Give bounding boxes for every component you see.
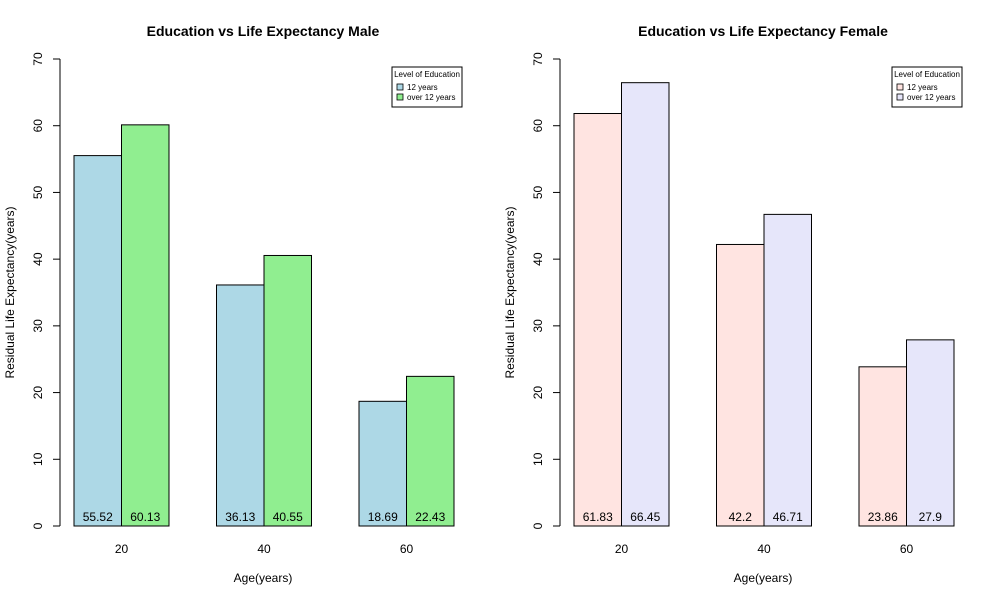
y-tick-label: 50 <box>31 185 45 199</box>
bar-value-label: 61.83 <box>583 510 613 524</box>
x-tick-label: 60 <box>400 542 414 556</box>
y-axis-label: Residual Life Expectancy(years) <box>3 206 17 378</box>
y-tick-label: 20 <box>531 386 545 400</box>
bar-over-12-years-60 <box>906 339 955 527</box>
y-axis-label: Residual Life Expectancy(years) <box>503 206 517 378</box>
chart-title: Education vs Life Expectancy Female <box>638 23 888 39</box>
y-tick-label: 0 <box>531 522 545 529</box>
bar-value-label: 66.45 <box>630 510 660 524</box>
legend-swatch-1 <box>396 83 404 91</box>
y-tick-label: 20 <box>31 386 45 400</box>
bar-value-label: 22.43 <box>415 510 445 524</box>
bar-value-label: 18.69 <box>368 510 398 524</box>
legend-entry-label: over 12 years <box>407 93 455 102</box>
bar-12-years-20 <box>73 155 122 527</box>
bar-over-12-years-40 <box>263 254 312 527</box>
x-tick-label: 60 <box>900 542 914 556</box>
y-tick-label: 40 <box>31 252 45 266</box>
y-tick-label: 30 <box>31 319 45 333</box>
bar-over-12-years-40 <box>763 213 812 527</box>
x-axis-label: Age(years) <box>234 571 293 585</box>
x-tick-label: 40 <box>757 542 771 556</box>
x-tick-label: 40 <box>257 542 271 556</box>
bar-over-12-years-20 <box>621 82 670 527</box>
legend-entry-label: over 12 years <box>907 93 955 102</box>
bar-value-label: 36.13 <box>225 510 255 524</box>
y-tick-label: 40 <box>531 252 545 266</box>
bar-value-label: 27.9 <box>919 510 943 524</box>
bar-12-years-40 <box>716 243 765 527</box>
legend-title: Level of Education <box>394 70 460 79</box>
y-tick-label: 60 <box>31 119 45 133</box>
legend-swatch-2 <box>896 93 904 101</box>
bar-12-years-60 <box>858 366 907 527</box>
legend-box <box>391 66 463 108</box>
legend-entry-label: 12 years <box>907 83 938 92</box>
legend-swatch-2 <box>396 93 404 101</box>
y-tick-label: 60 <box>531 119 545 133</box>
x-axis-label: Age(years) <box>734 571 793 585</box>
y-tick-label: 0 <box>31 522 45 529</box>
bar-over-12-years-20 <box>121 124 170 527</box>
bar-value-label: 23.86 <box>868 510 898 524</box>
bar-value-label: 42.2 <box>729 510 753 524</box>
x-tick-label: 20 <box>615 542 629 556</box>
bar-value-label: 40.55 <box>273 510 303 524</box>
bar-12-years-60 <box>358 400 407 527</box>
chart-panel-1: Education vs Life Expectancy Male 0 10 20 30… <box>3 23 463 585</box>
y-tick-label: 70 <box>531 52 545 66</box>
chart-panel-2: Education vs Life Expectancy Female 0 10 20… <box>503 23 963 585</box>
y-tick-label: 30 <box>531 319 545 333</box>
bar-value-label: 60.13 <box>130 510 160 524</box>
bar-value-label: 46.71 <box>773 510 803 524</box>
bar-12-years-40 <box>216 284 265 527</box>
y-tick-label: 10 <box>531 452 545 466</box>
y-tick-label: 50 <box>531 185 545 199</box>
bar-over-12-years-60 <box>406 375 455 527</box>
y-tick-label: 70 <box>31 52 45 66</box>
legend-entry-label: 12 years <box>407 83 438 92</box>
bar-12-years-20 <box>573 113 622 527</box>
y-tick-label: 10 <box>31 452 45 466</box>
x-tick-label: 20 <box>115 542 129 556</box>
legend-box <box>891 66 963 108</box>
chart-title: Education vs Life Expectancy Male <box>147 23 380 39</box>
bar-value-label: 55.52 <box>83 510 113 524</box>
legend-title: Level of Education <box>894 70 960 79</box>
legend-swatch-1 <box>896 83 904 91</box>
